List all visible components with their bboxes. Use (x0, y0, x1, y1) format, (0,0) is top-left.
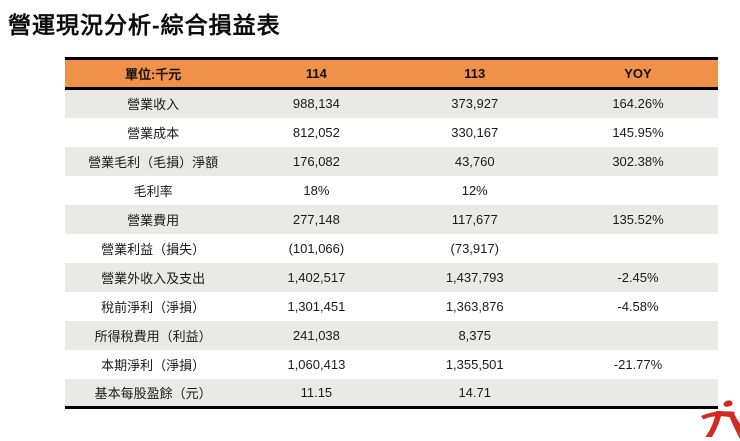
row-label: 所得稅費用（利益） (65, 320, 242, 350)
row-value: 164.26% (557, 88, 718, 118)
row-value (557, 320, 718, 350)
row-value: 176,082 (241, 146, 392, 176)
row-value: 812,052 (292, 124, 340, 140)
row-label: 稅前淨利（淨損） (101, 299, 206, 315)
row-value: 1,060,413 (287, 356, 346, 372)
row-value: (73,917) (450, 240, 499, 256)
table-row: 毛利率 18% 12% (65, 176, 718, 205)
row-label: 本期淨利（淨損） (101, 357, 206, 373)
row-label: 營業外收入及支出 (65, 262, 242, 292)
row-value: 43,760 (391, 146, 558, 176)
row-value (558, 234, 718, 263)
table-row: 營業成本 812,052 330,167 145.95% (65, 118, 718, 147)
table-row: 營業利益（損失） (101,066) (73,917) (65, 234, 718, 263)
row-label: 毛利率 (133, 183, 173, 199)
row-value: 330,167 (451, 124, 499, 140)
table-row: 基本每股盈餘（元） 11.15 14.71 (65, 378, 718, 409)
table-body: 營業收入 988,134 373,927 164.26% 營業成本 812,052 330,… (65, 88, 718, 409)
row-value (558, 176, 718, 205)
row-value: 8,375 (391, 320, 558, 350)
row-label: 營業收入 (65, 88, 242, 118)
table-row: 營業費用 277,148 117,677 135.52% (65, 204, 718, 234)
row-value: 241,038 (241, 320, 392, 350)
column-header-yoy: YOY (557, 57, 718, 90)
row-value: 14.71 (391, 378, 558, 409)
row-value: -2.45% (557, 262, 718, 292)
table-row: 營業毛利（毛損）淨額 176,082 43,760 302.38% (65, 146, 718, 176)
column-header-unit: 單位:千元 (65, 57, 242, 90)
table-row: 所得稅費用（利益） 241,038 8,375 (65, 320, 718, 350)
income-statement-table: 單位:千元 114 113 YOY 營業收入 988,134 373,927 164.… (65, 57, 718, 409)
row-value: 373,927 (391, 88, 558, 118)
company-brand-logo (701, 400, 740, 440)
row-value: 1,363,876 (445, 298, 504, 314)
table-row: 營業收入 988,134 373,927 164.26% (65, 88, 718, 118)
row-value: 12% (461, 182, 488, 198)
row-label: 營業費用 (65, 204, 242, 234)
logo-glyph (701, 400, 740, 440)
table-header-row: 單位:千元 114 113 YOY (65, 57, 718, 90)
table-header: 單位:千元 114 113 YOY (65, 57, 718, 90)
row-label: 營業毛利（毛損）淨額 (65, 146, 242, 176)
row-value: 1,301,451 (287, 298, 346, 314)
row-value: 11.15 (241, 378, 392, 409)
table-row: 稅前淨利（淨損） 1,301,451 1,363,876 -4.58% (65, 292, 718, 321)
row-value: 117,677 (391, 204, 558, 234)
column-header-113: 113 (391, 57, 558, 90)
row-value: 988,134 (241, 88, 392, 118)
row-value: 145.95% (612, 124, 664, 140)
row-value: 302.38% (557, 146, 718, 176)
table-row: 本期淨利（淨損） 1,060,413 1,355,501 -21.77% (65, 350, 718, 379)
row-value: 1,402,517 (241, 262, 392, 292)
row-value: -21.77% (613, 356, 663, 372)
row-value (557, 378, 718, 409)
row-label: 營業利益（損失） (101, 241, 206, 257)
row-label: 基本每股盈餘（元） (65, 378, 242, 409)
row-value: 1,355,501 (445, 356, 504, 372)
row-value: (101,066) (288, 240, 345, 256)
row-value: 18% (303, 182, 330, 198)
row-label: 營業成本 (127, 125, 180, 141)
row-value: 1,437,793 (391, 262, 558, 292)
row-value: 277,148 (241, 204, 392, 234)
row-value: -4.58% (617, 298, 659, 314)
column-header-114: 114 (241, 57, 392, 90)
table-row: 營業外收入及支出 1,402,517 1,437,793 -2.45% (65, 262, 718, 292)
page-title: 營運現況分析-綜合損益表 (8, 12, 281, 38)
row-value: 135.52% (557, 204, 718, 234)
